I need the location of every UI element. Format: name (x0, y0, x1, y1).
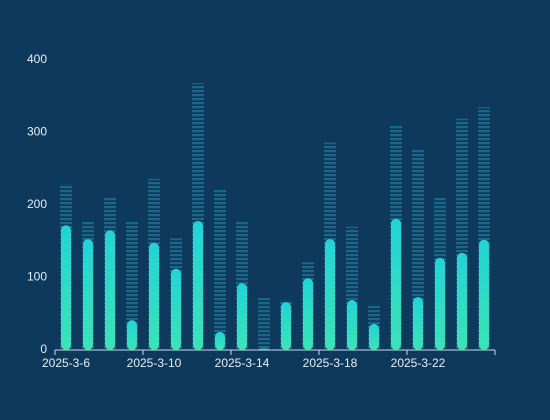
y-tick-label: 0 (40, 342, 47, 356)
bar (193, 220, 203, 350)
y-tick-label: 200 (27, 197, 47, 211)
y-tick-label: 100 (27, 270, 47, 284)
bar (237, 283, 247, 350)
x-tick-label: 2025-3-6 (42, 356, 90, 370)
bar (83, 239, 93, 350)
bar (435, 257, 445, 350)
x-tick-label: 2025-3-10 (127, 356, 182, 370)
bar (215, 331, 225, 350)
x-tick-label: 2025-3-18 (303, 356, 358, 370)
x-tick-label: 2025-3-14 (215, 356, 270, 370)
x-tick-label: 2025-3-22 (391, 356, 446, 370)
bar-background (126, 220, 138, 350)
bar (391, 218, 401, 350)
bar (347, 299, 357, 350)
bar (127, 320, 137, 350)
bar (259, 348, 269, 350)
bar (303, 278, 313, 350)
bar (325, 239, 335, 350)
y-tick-label: 400 (27, 52, 47, 66)
bar (457, 252, 467, 350)
bar-background (258, 297, 270, 350)
bar (149, 242, 159, 350)
bar (61, 225, 71, 350)
bar-background (214, 189, 226, 350)
bar (281, 302, 291, 350)
bar (105, 230, 115, 350)
bar (479, 239, 489, 350)
bar (171, 268, 181, 350)
y-tick-label: 300 (27, 125, 47, 139)
bar (413, 297, 423, 350)
bar (369, 323, 379, 350)
